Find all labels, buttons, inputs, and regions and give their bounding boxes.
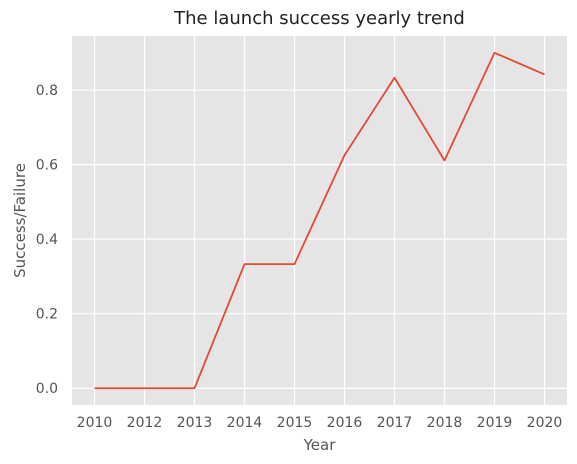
x-tick-label: 2018 [427,415,463,431]
plot-area [72,36,567,405]
y-axis-label: Success/Failure [11,163,29,278]
x-tick-label: 2013 [177,415,213,431]
x-axis-ticks: 2010 2012 2013 2014 2015 2016 2017 2018 2019 2020 [77,415,563,431]
y-tick-label: 0.2 [36,307,58,323]
y-axis-ticks: 0.0 0.2 0.4 0.6 0.8 [36,83,58,397]
y-tick-label: 0.4 [36,232,58,248]
x-tick-label: 2017 [377,415,413,431]
x-tick-label: 2019 [477,415,513,431]
series-group [94,51,545,390]
x-tick-label: 2016 [327,415,363,431]
x-axis-label: Year [303,436,337,454]
chart-title: The launch success yearly trend [173,8,465,29]
x-tick-label: 2014 [227,415,263,431]
x-tick-label: 2012 [127,415,163,431]
series-line [94,51,545,390]
x-tick-label: 2015 [277,415,313,431]
y-tick-label: 0.8 [36,83,58,99]
x-tick-label: 2010 [77,415,113,431]
y-tick-label: 0.6 [36,158,58,174]
x-tick-label: 2020 [527,415,563,431]
y-tick-label: 0.0 [36,381,58,397]
